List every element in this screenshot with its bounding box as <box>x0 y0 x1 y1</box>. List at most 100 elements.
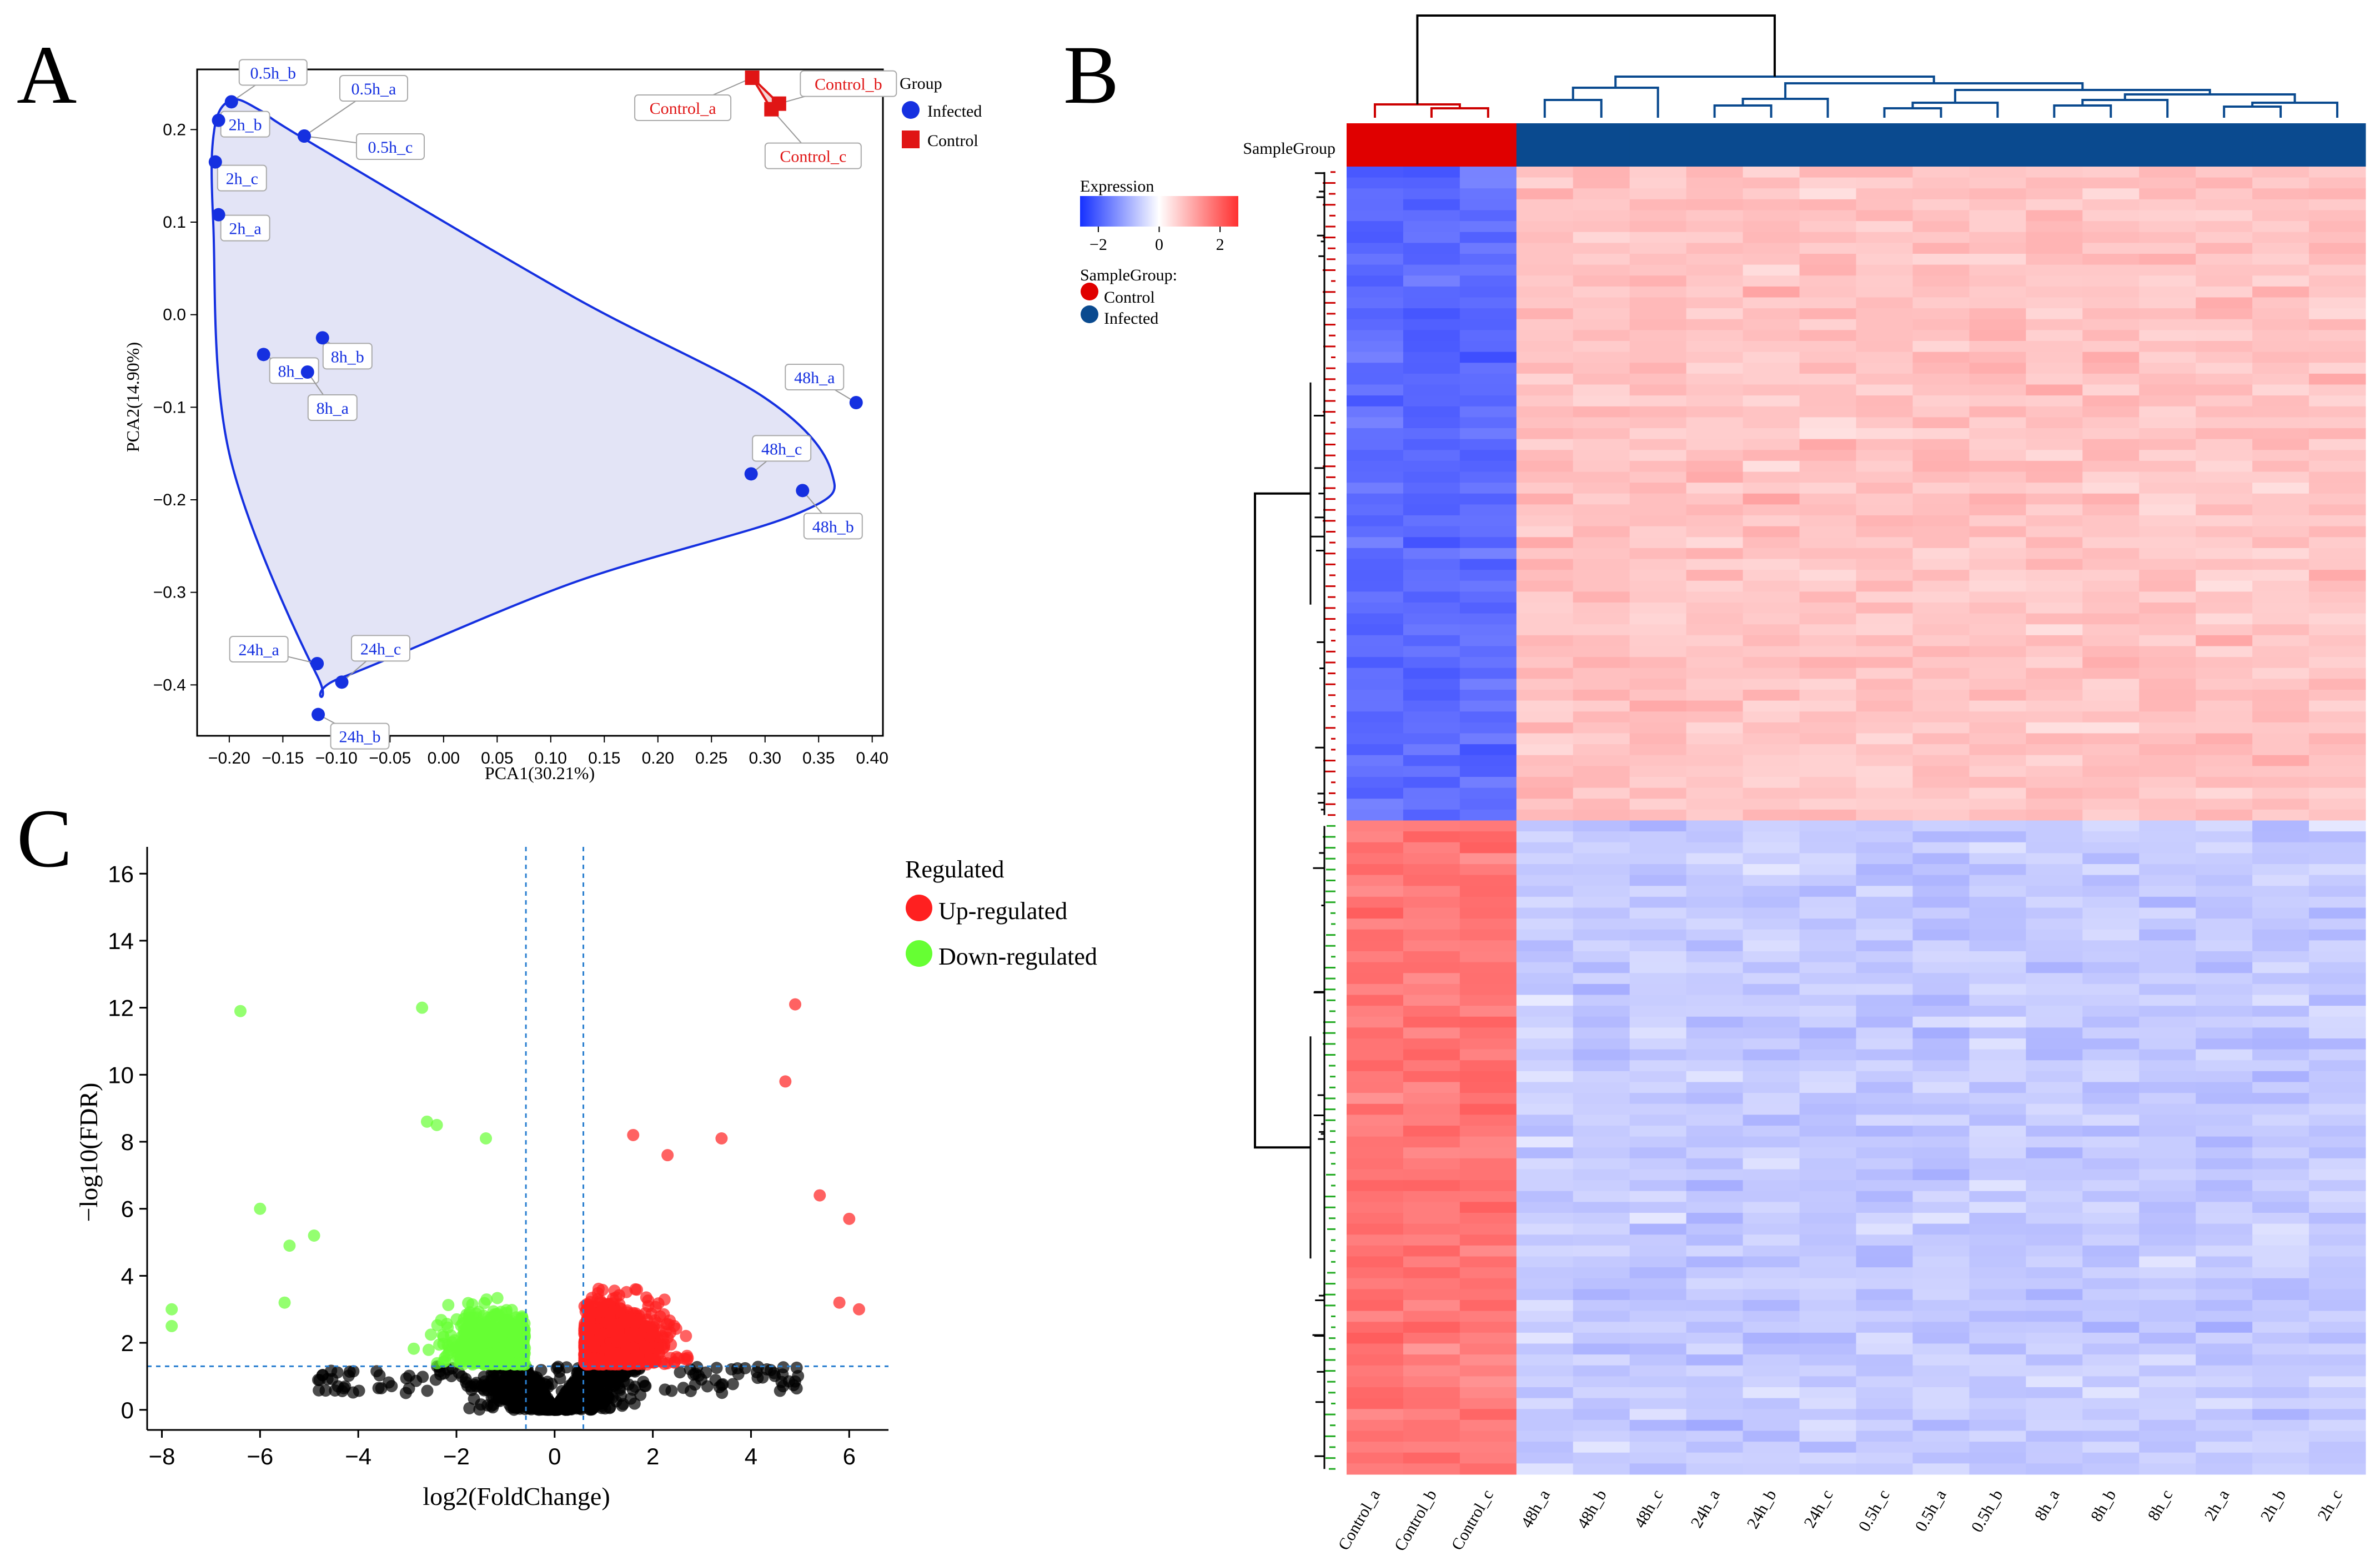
heatmap-cell <box>1969 570 2026 581</box>
volcano-point <box>627 1342 640 1354</box>
heatmap-cell <box>2196 929 2253 941</box>
heatmap-cell <box>1856 493 1913 505</box>
pca-point-label: 48h_a <box>794 369 835 387</box>
heatmap-cell <box>1799 755 1856 766</box>
heatmap-cell <box>2196 297 2253 309</box>
heatmap-cell <box>2139 221 2196 233</box>
heatmap-cell <box>1856 799 1913 810</box>
heatmap-cell <box>2082 809 2140 821</box>
heatmap-cell <box>1856 777 1913 789</box>
heatmap-cell <box>1969 973 2026 985</box>
heatmap-cell <box>2196 428 2253 440</box>
heatmap-cell <box>2026 548 2083 559</box>
heatmap-cell <box>2026 951 2083 963</box>
heatmap-cell <box>1459 515 1517 527</box>
volcano-point <box>514 1330 527 1343</box>
heatmap-cell <box>1969 243 2026 254</box>
volcano-x-tick-label: −4 <box>345 1443 371 1469</box>
heatmap-cell <box>1912 243 1970 254</box>
heatmap-cell <box>1516 613 1574 625</box>
heatmap-cell <box>2252 471 2309 483</box>
volcano-point <box>591 1323 604 1336</box>
heatmap-cell <box>2252 504 2309 516</box>
heatmap-cell <box>1912 624 1970 636</box>
heatmap-cell <box>1686 221 1744 233</box>
heatmap-cell <box>2309 417 2366 429</box>
heatmap-cell <box>1347 929 1404 941</box>
heatmap-cell <box>1743 624 1800 636</box>
heatmap-cell <box>1459 613 1517 625</box>
heatmap-cell <box>2082 275 2140 287</box>
heatmap-cell <box>1856 384 1913 396</box>
volcano-point <box>605 1319 618 1332</box>
heatmap-cell <box>1912 167 1970 178</box>
heatmap-cell <box>1459 886 1517 897</box>
heatmap-cell <box>1856 406 1913 418</box>
heatmap-cell <box>1799 570 1856 581</box>
heatmap-cell <box>1347 657 1404 669</box>
heatmap-cell <box>1347 624 1404 636</box>
volcano-point <box>422 1343 435 1356</box>
heatmap-cell <box>1799 711 1856 723</box>
volcano-point <box>462 1297 475 1309</box>
pca-x-axis: −0.20 −0.15 −0.10 −0.05 0.00 0.05 0.10 0.15 0.20… <box>208 736 888 767</box>
heatmap-cell <box>1347 744 1404 756</box>
heatmap-cell <box>2139 962 2196 973</box>
pca-point-control <box>764 102 779 117</box>
heatmap-cell <box>1573 341 1630 353</box>
heatmap-cell <box>1459 199 1517 210</box>
heatmap-cell <box>1516 1006 1574 1017</box>
heatmap-cell <box>2309 319 2366 330</box>
volcano-point <box>715 1132 728 1145</box>
volcano-point <box>610 1291 622 1304</box>
pca-y-tick-label: 0.0 <box>163 306 186 324</box>
heatmap-cell <box>2139 809 2196 821</box>
pca-point-infected <box>257 348 270 362</box>
heatmap-cell <box>2196 940 2253 952</box>
heatmap-cell <box>2252 559 2309 570</box>
volcano-point <box>681 1352 694 1364</box>
heatmap-cell <box>2196 254 2253 265</box>
heatmap-cell <box>2309 352 2366 363</box>
heatmap-cell <box>1573 603 1630 614</box>
heatmap-cell <box>2309 831 2366 843</box>
heatmap-cell <box>2196 319 2253 330</box>
heatmap-cell <box>1629 1006 1687 1017</box>
heatmap-cell <box>1573 733 1630 745</box>
volcano-y-tick-label: 8 <box>121 1129 134 1155</box>
heatmap-cell <box>2309 471 2366 483</box>
heatmap-cell <box>1347 526 1404 538</box>
heatmap-cell <box>1686 286 1744 298</box>
heatmap-cell <box>2196 962 2253 973</box>
heatmap-cell <box>1516 460 1574 472</box>
heatmap-cell <box>1799 483 1856 494</box>
heatmap-cell <box>1912 777 1970 789</box>
heatmap-cell <box>2139 373 2196 385</box>
heatmap-cell <box>1347 853 1404 865</box>
heatmap-cell <box>2082 667 2140 679</box>
heatmap-cell <box>1686 777 1744 789</box>
pca-x-label: PCA1(30.21%) <box>485 763 595 783</box>
volcano-y-tick-label: 16 <box>108 861 134 887</box>
heatmap-cell <box>1347 962 1404 973</box>
heatmap-cell <box>1799 395 1856 407</box>
heatmap-cell <box>1743 297 1800 309</box>
volcano-point <box>659 1383 671 1396</box>
heatmap-cell <box>1573 297 1630 309</box>
heatmap-cell <box>2082 929 2140 941</box>
heatmap-cell <box>1912 853 1970 865</box>
heatmap-cell <box>1347 646 1404 657</box>
heatmap-cell <box>2082 395 2140 407</box>
heatmap-cell <box>1799 973 1856 985</box>
heatmap-cell <box>1347 591 1404 603</box>
heatmap-cell <box>2139 439 2196 450</box>
heatmap-cell <box>2082 918 2140 930</box>
heatmap-cell <box>1516 254 1574 265</box>
heatmap-cell <box>2252 679 2309 690</box>
heatmap-cell <box>2082 940 2140 952</box>
heatmap-cell <box>1912 940 1970 952</box>
heatmap-cell <box>2252 297 2309 309</box>
heatmap-cell <box>2309 907 2366 919</box>
volcano-point <box>638 1379 651 1392</box>
heatmap-cell <box>1629 853 1687 865</box>
